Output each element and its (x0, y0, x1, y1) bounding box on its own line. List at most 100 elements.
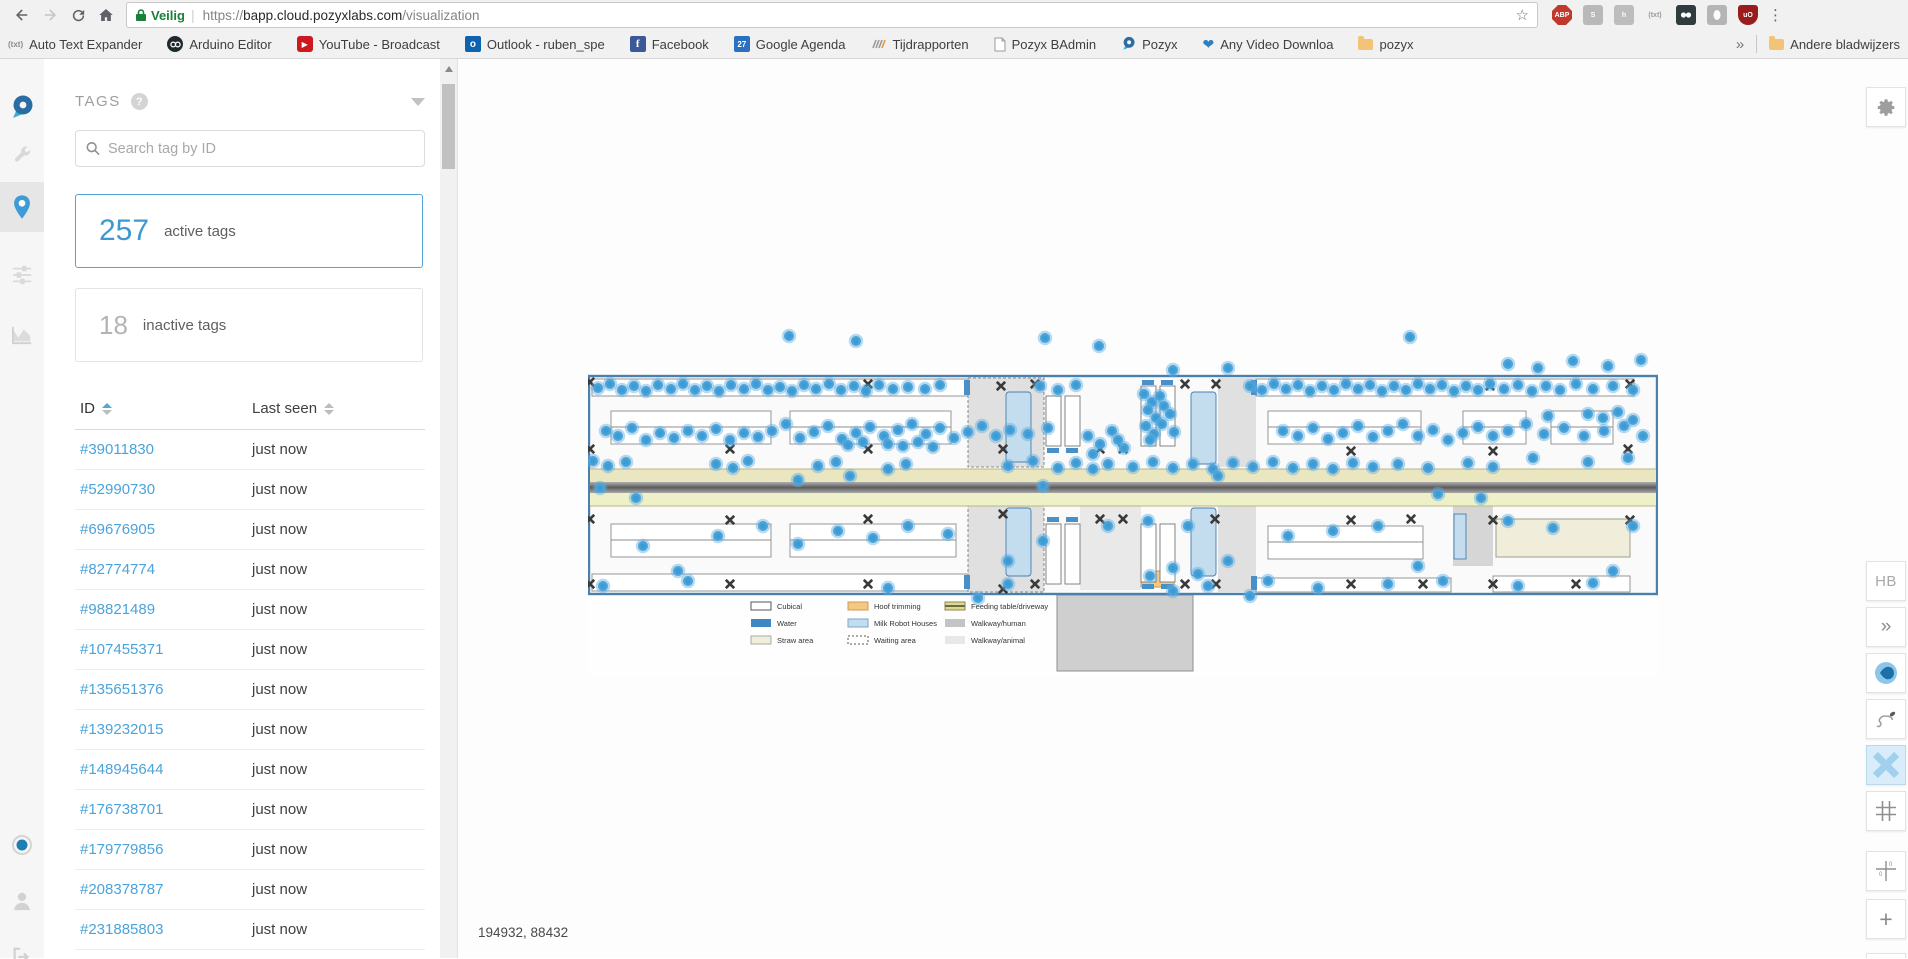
bookmark-item[interactable]: Pozyx (1121, 36, 1178, 52)
tag-row[interactable]: #176738701 just now (75, 790, 425, 830)
tag-dot[interactable] (932, 377, 948, 393)
home-button[interactable] (92, 2, 120, 28)
zoom-out-button[interactable]: − (1866, 953, 1906, 958)
search-input[interactable] (108, 140, 414, 157)
bookmark-item[interactable]: pozyx (1358, 35, 1413, 52)
tag-dot[interactable] (833, 382, 849, 398)
bookmark-item[interactable]: Pozyx BAdmin (994, 37, 1096, 52)
sort-icon-id[interactable] (102, 402, 112, 415)
bookmark-item[interactable]: o Outlook - ruben_spe (464, 36, 605, 52)
tag-dot[interactable] (1500, 356, 1516, 372)
tag-dot[interactable] (748, 376, 764, 392)
tag-dot[interactable] (1545, 520, 1561, 536)
tag-dot[interactable] (1285, 460, 1301, 476)
tag-dot[interactable] (750, 429, 766, 445)
tag-dot[interactable] (796, 377, 812, 393)
tag-dot[interactable] (1242, 588, 1258, 604)
tag-dot[interactable] (1165, 583, 1181, 599)
tag-dot[interactable] (848, 333, 864, 349)
tag-dot[interactable] (1092, 436, 1108, 452)
tag-focus-button[interactable] (1866, 653, 1906, 693)
tag-id-link[interactable]: #135651376 (80, 681, 164, 698)
sidebar-item-visualization[interactable] (0, 182, 44, 232)
tag-dot[interactable] (1390, 456, 1406, 472)
tag-id-link[interactable]: #148945644 (80, 761, 164, 778)
tag-dot[interactable] (1035, 533, 1051, 549)
tag-dot[interactable] (862, 419, 878, 435)
tag-id-link[interactable]: #82774774 (80, 561, 156, 578)
tag-dot[interactable] (1595, 410, 1611, 426)
tag-dot[interactable] (1326, 382, 1342, 398)
tag-dot[interactable] (722, 432, 738, 448)
tag-dot[interactable] (940, 526, 956, 542)
tag-id-link[interactable]: #231885803 (80, 921, 164, 938)
h-extension-extension-icon[interactable]: h (1614, 5, 1634, 25)
tag-dot[interactable] (650, 377, 666, 393)
tag-dot[interactable] (900, 379, 916, 395)
tag-row[interactable]: #139232015 just now (75, 710, 425, 750)
tag-dot[interactable] (1266, 376, 1282, 392)
tag-id-link[interactable]: #52990730 (80, 481, 156, 498)
tag-dot[interactable] (1374, 383, 1390, 399)
tag-id-link[interactable]: #208378787 (80, 881, 164, 898)
sidebar-item-settings-sliders[interactable] (0, 250, 44, 300)
tag-dot[interactable] (1446, 383, 1462, 399)
tag-dot[interactable] (1518, 416, 1534, 432)
tag-dot[interactable] (614, 382, 630, 398)
sort-icon-last-seen[interactable] (324, 402, 335, 415)
tag-dot[interactable] (680, 423, 696, 439)
tag-dot[interactable] (652, 425, 668, 441)
tag-dot[interactable] (600, 458, 616, 474)
bookmark-item[interactable]: (txt) Auto Text Expander (8, 36, 143, 52)
bookmark-item[interactable]: 27 Google Agenda (733, 36, 845, 52)
tag-dot[interactable] (806, 424, 822, 440)
other-bookmarks-folder[interactable]: Andere bladwijzers (1769, 35, 1900, 52)
tag-dot[interactable] (1530, 360, 1546, 376)
active-tags-card[interactable]: 257 active tags (75, 194, 423, 268)
tag-dot[interactable] (820, 418, 836, 434)
tag-dot[interactable] (1100, 518, 1116, 534)
tag-dot[interactable] (694, 428, 710, 444)
tag-dot[interactable] (595, 578, 611, 594)
tag-dot[interactable] (1616, 418, 1632, 434)
tag-dot[interactable] (1136, 386, 1152, 402)
tag-dot[interactable] (1576, 428, 1592, 444)
tag-dot[interactable] (1260, 573, 1276, 589)
tag-dot[interactable] (1085, 446, 1101, 462)
tag-dot[interactable] (663, 381, 679, 397)
tag-dot[interactable] (1625, 518, 1641, 534)
tag-dot[interactable] (772, 379, 788, 395)
tag-dot[interactable] (1245, 459, 1261, 475)
tag-dot[interactable] (592, 480, 608, 496)
tag-dot[interactable] (1165, 560, 1181, 576)
tag-dot[interactable] (736, 425, 752, 441)
tag-dot[interactable] (880, 461, 896, 477)
tag-dot[interactable] (638, 432, 654, 448)
tag-dot[interactable] (808, 381, 824, 397)
tag-dot[interactable] (666, 430, 682, 446)
tag-dot[interactable] (1145, 454, 1161, 470)
tag-row[interactable]: #52990730 just now (75, 470, 425, 510)
tag-dot[interactable] (900, 518, 916, 534)
tag-dot[interactable] (1320, 431, 1336, 447)
tag-dot[interactable] (1365, 459, 1381, 475)
tag-dot[interactable] (1220, 553, 1236, 569)
tag-dot[interactable] (1556, 420, 1572, 436)
tag-dot[interactable] (1380, 576, 1396, 592)
tag-dot[interactable] (1410, 558, 1426, 574)
tag-dot[interactable] (1402, 329, 1418, 345)
tag-dot[interactable] (1538, 378, 1554, 394)
tag-dot[interactable] (680, 573, 696, 589)
tag-dot[interactable] (1500, 513, 1516, 529)
tag-dot[interactable] (1625, 382, 1641, 398)
tag-dot[interactable] (1035, 478, 1051, 494)
tag-dot[interactable] (760, 382, 776, 398)
tag-dot[interactable] (1050, 382, 1066, 398)
tag-dot[interactable] (1068, 455, 1084, 471)
tag-dot[interactable] (1440, 432, 1456, 448)
tag-dot[interactable] (1350, 381, 1366, 397)
tag-dot[interactable] (1278, 381, 1294, 397)
tag-dot[interactable] (1420, 460, 1436, 476)
tag-dot[interactable] (1395, 416, 1411, 432)
tag-dot[interactable] (1430, 486, 1446, 502)
